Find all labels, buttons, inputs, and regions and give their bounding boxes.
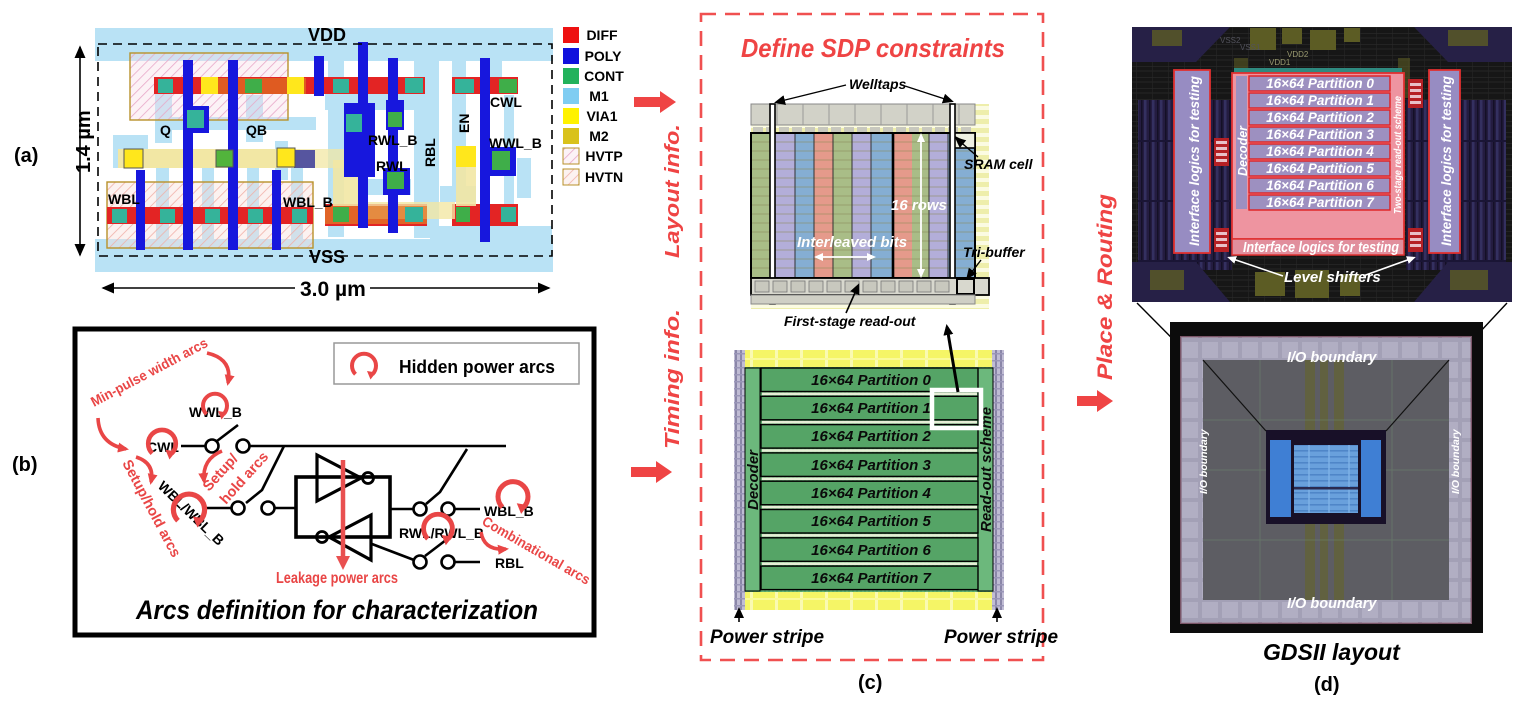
svg-text:I/O boundary: I/O boundary bbox=[1198, 428, 1210, 494]
svg-text:WWL_B: WWL_B bbox=[489, 135, 542, 151]
svg-text:Layout info.: Layout info. bbox=[662, 124, 684, 258]
svg-text:HVTP: HVTP bbox=[585, 148, 622, 164]
svg-text:16×64 Partition 6: 16×64 Partition 6 bbox=[1266, 178, 1374, 193]
svg-text:Level shifters: Level shifters bbox=[1284, 269, 1381, 286]
svg-text:16×64 Partition 6: 16×64 Partition 6 bbox=[811, 542, 931, 559]
svg-text:Interleaved bits: Interleaved bits bbox=[797, 234, 907, 251]
svg-text:Interface logics for testing: Interface logics for testing bbox=[1186, 76, 1202, 246]
svg-text:VDD1: VDD1 bbox=[1269, 58, 1291, 67]
svg-text:VSS: VSS bbox=[309, 247, 345, 267]
svg-text:WBL_B: WBL_B bbox=[283, 194, 333, 210]
svg-text:Interface logics for testing: Interface logics for testing bbox=[1243, 240, 1399, 256]
svg-text:16×64 Partition 3: 16×64 Partition 3 bbox=[1266, 127, 1374, 142]
svg-text:Power stripe: Power stripe bbox=[710, 627, 824, 648]
svg-text:Welltaps: Welltaps bbox=[849, 76, 907, 92]
svg-text:16×64 Partition 2: 16×64 Partition 2 bbox=[811, 428, 931, 445]
svg-text:RWL: RWL bbox=[376, 158, 408, 174]
svg-text:POLY: POLY bbox=[585, 48, 622, 64]
svg-text:Hidden power arcs: Hidden power arcs bbox=[399, 357, 555, 377]
svg-text:16×64 Partition 5: 16×64 Partition 5 bbox=[1266, 161, 1374, 176]
svg-text:VSS1: VSS1 bbox=[1240, 43, 1261, 52]
svg-text:Define SDP constraints: Define SDP constraints bbox=[741, 33, 1005, 63]
svg-text:(c): (c) bbox=[858, 672, 882, 694]
svg-text:16×64 Partition 0: 16×64 Partition 0 bbox=[811, 372, 931, 389]
svg-text:16×64 Partition 1: 16×64 Partition 1 bbox=[811, 400, 931, 417]
svg-text:First-stage read-out: First-stage read-out bbox=[784, 313, 917, 329]
svg-text:Timing info.: Timing info. bbox=[662, 309, 684, 449]
svg-text:16×64 Partition 3: 16×64 Partition 3 bbox=[811, 457, 931, 474]
svg-text:RWL/RWL_B: RWL/RWL_B bbox=[399, 525, 484, 541]
svg-text:RBL: RBL bbox=[495, 555, 524, 571]
svg-text:Interface logics for testing: Interface logics for testing bbox=[1438, 76, 1454, 246]
svg-text:I/O boundary: I/O boundary bbox=[1450, 428, 1462, 494]
svg-text:WWL_B: WWL_B bbox=[189, 404, 242, 420]
svg-text:Decoder: Decoder bbox=[745, 449, 762, 510]
svg-text:HVTN: HVTN bbox=[585, 169, 623, 185]
svg-text:3.0 µm: 3.0 µm bbox=[300, 278, 366, 301]
svg-text:M1: M1 bbox=[589, 88, 609, 104]
svg-text:16×64 Partition 7: 16×64 Partition 7 bbox=[1266, 195, 1375, 210]
svg-text:VDD2: VDD2 bbox=[1287, 50, 1309, 59]
svg-text:Leakage power arcs: Leakage power arcs bbox=[276, 570, 398, 587]
svg-text:(a): (a) bbox=[14, 145, 38, 167]
svg-text:16×64 Partition 4: 16×64 Partition 4 bbox=[1266, 144, 1374, 159]
svg-text:Two-stage read-out scheme: Two-stage read-out scheme bbox=[1392, 96, 1404, 214]
svg-text:16×64 Partition 2: 16×64 Partition 2 bbox=[1266, 110, 1374, 125]
svg-text:Read-out scheme: Read-out scheme bbox=[978, 407, 995, 532]
svg-text:CWL: CWL bbox=[490, 94, 522, 110]
svg-text:Tri-buffer: Tri-buffer bbox=[963, 244, 1026, 260]
svg-text:RWL_B: RWL_B bbox=[368, 132, 418, 148]
svg-text:RBL: RBL bbox=[422, 138, 438, 167]
svg-text:Q: Q bbox=[160, 122, 171, 138]
svg-text:EN: EN bbox=[456, 114, 472, 133]
svg-text:I/O boundary: I/O boundary bbox=[1287, 350, 1377, 366]
svg-text:I/O boundary: I/O boundary bbox=[1287, 596, 1377, 612]
svg-text:16×64 Partition 5: 16×64 Partition 5 bbox=[811, 513, 931, 530]
svg-text:Min-pulse width arcs: Min-pulse width arcs bbox=[88, 334, 210, 409]
svg-text:1.4 µm: 1.4 µm bbox=[73, 110, 95, 173]
svg-text:VSS2: VSS2 bbox=[1220, 36, 1241, 45]
svg-text:VIA1: VIA1 bbox=[586, 108, 617, 124]
svg-text:DIFF: DIFF bbox=[586, 27, 618, 43]
svg-text:VDD: VDD bbox=[308, 25, 346, 45]
svg-text:M2: M2 bbox=[589, 128, 609, 144]
svg-text:16 rows: 16 rows bbox=[891, 197, 947, 214]
svg-text:Place & Routing: Place & Routing bbox=[1094, 194, 1117, 380]
svg-text:16×64 Partition 7: 16×64 Partition 7 bbox=[811, 570, 931, 587]
svg-text:Power stripe: Power stripe bbox=[944, 627, 1058, 648]
svg-text:Arcs definition for characteri: Arcs definition for characterization bbox=[135, 595, 538, 625]
svg-text:16×64 Partition 0: 16×64 Partition 0 bbox=[1266, 76, 1374, 91]
svg-text:(b): (b) bbox=[12, 454, 38, 476]
svg-text:16×64 Partition 1: 16×64 Partition 1 bbox=[1266, 93, 1374, 108]
svg-text:WBL: WBL bbox=[108, 191, 140, 207]
svg-text:Decoder: Decoder bbox=[1236, 125, 1250, 176]
svg-text:(d): (d) bbox=[1314, 674, 1340, 696]
svg-text:GDSII layout: GDSII layout bbox=[1263, 639, 1401, 665]
svg-text:SRAM cell: SRAM cell bbox=[964, 156, 1034, 172]
svg-text:CONT: CONT bbox=[584, 68, 624, 84]
svg-text:QB: QB bbox=[246, 122, 267, 138]
svg-text:16×64 Partition 4: 16×64 Partition 4 bbox=[811, 485, 931, 502]
